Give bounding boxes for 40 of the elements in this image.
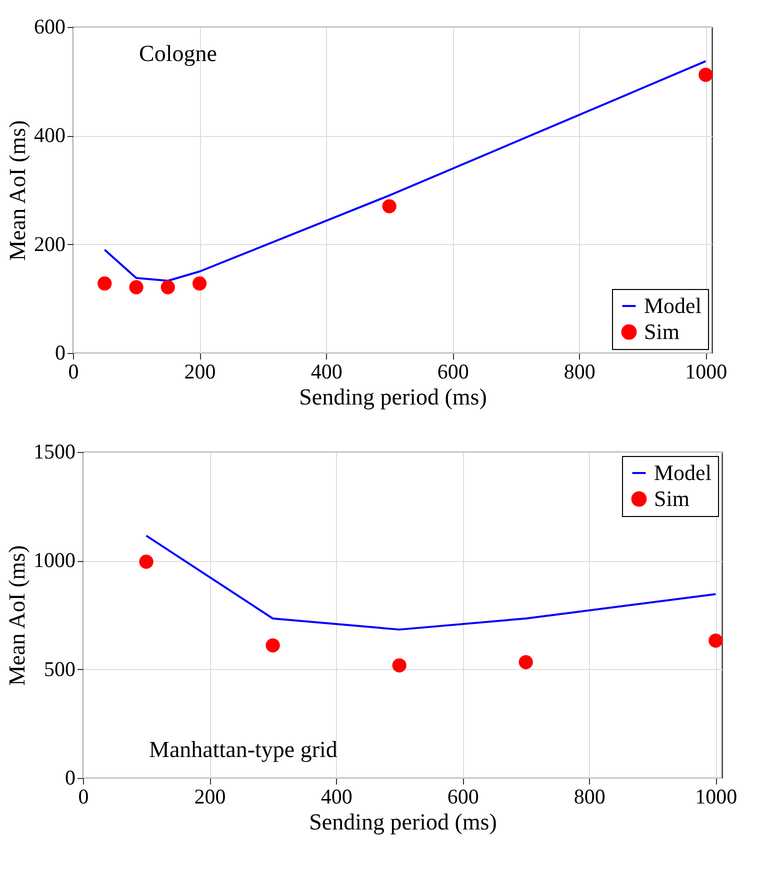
point [129, 280, 144, 294]
y-tick-label: 1500 [34, 440, 76, 464]
x-axis-title: Sending period (ms) [299, 384, 487, 410]
x-tick-label: 200 [194, 784, 226, 808]
point [382, 199, 396, 214]
x-tick-label: 800 [564, 360, 596, 384]
y-tick-label: 600 [34, 14, 66, 38]
point [698, 68, 713, 82]
annotation: Manhattan-type grid [149, 737, 338, 762]
y-tick-label: 1000 [34, 548, 76, 572]
x-tick-label: 400 [320, 784, 352, 808]
legend-label: Model [654, 460, 712, 485]
line-series [145, 534, 717, 631]
point [98, 276, 112, 291]
x-tick-label: 600 [437, 360, 469, 384]
point [192, 276, 207, 291]
point [392, 658, 406, 672]
y-tick-label: 0 [55, 340, 66, 364]
annotation: Cologne [139, 41, 217, 66]
x-tick-label: 200 [184, 360, 216, 384]
x-axis-title: Sending period (ms) [309, 810, 497, 834]
x-tick-label: 1000 [695, 784, 738, 808]
y-tick-label: 500 [44, 656, 76, 681]
point [160, 280, 175, 294]
y-tick-label: 200 [34, 232, 66, 256]
y-tick-label: 400 [34, 123, 66, 148]
legend-label: Model [644, 293, 702, 318]
x-tick-label: 800 [574, 784, 606, 808]
x-tick-label: 1000 [685, 360, 728, 384]
point [266, 638, 280, 652]
x-tick-label: 600 [447, 784, 479, 808]
y-axis-title: Mean AoI (ms) [5, 120, 30, 261]
legend-label: Sim [654, 486, 690, 511]
point [518, 655, 533, 670]
x-tick-label: 400 [310, 360, 342, 384]
legend-label: Sim [644, 319, 680, 344]
y-tick-label: 0 [65, 766, 76, 790]
y-axis-title: Mean AoI (ms) [4, 545, 30, 686]
point [708, 634, 723, 648]
point [139, 554, 154, 569]
